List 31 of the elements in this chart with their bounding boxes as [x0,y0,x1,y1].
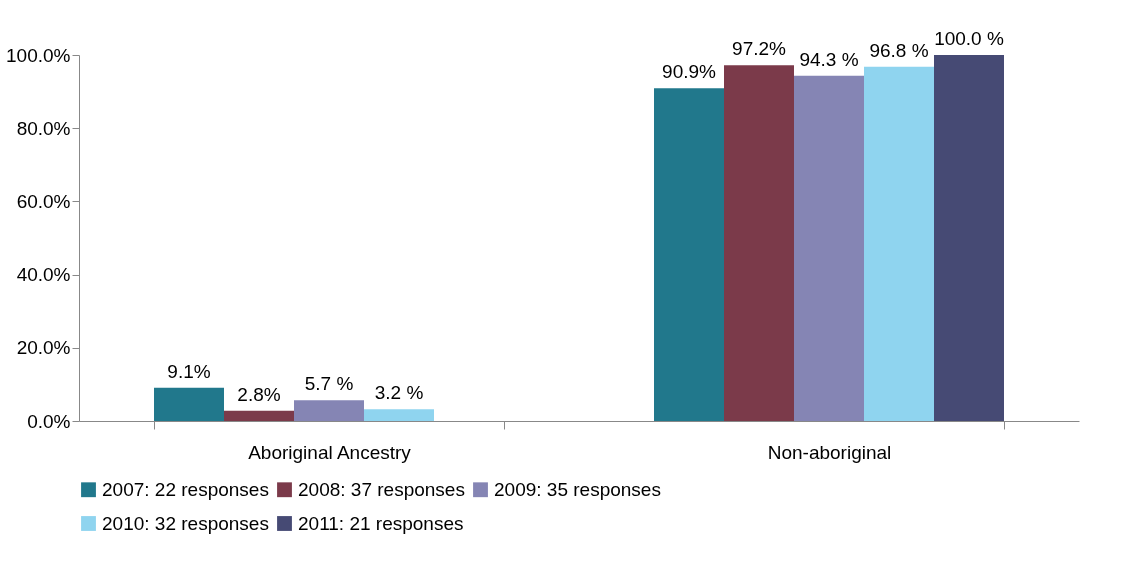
data-label: 9.1% [167,360,211,382]
x-tick-label: Aboriginal Ancestry [248,441,412,463]
bar [794,75,864,421]
data-label: 96.8 % [869,39,929,61]
bar [724,65,794,421]
y-tick-label: 100.0% [6,44,71,66]
bar [654,88,724,421]
legend-label: 2009: 35 responses [494,478,661,500]
y-tick-label: 40.0% [16,264,71,286]
data-label: 100.0 % [934,28,1004,49]
data-label: 90.9% [662,61,717,83]
data-label: 2.8% [237,383,281,405]
bar [154,387,224,421]
bar [294,400,364,421]
legend-label: 2010: 32 responses [102,512,269,534]
data-label: 94.3 % [799,48,859,70]
y-tick-label: 80.0% [16,117,71,139]
legend-label: 2008: 37 responses [298,478,465,500]
bar [934,55,1004,421]
data-label: 97.2% [732,38,787,60]
bar [224,410,294,421]
x-tick-label: Non-aboriginal [767,441,892,463]
legend-label: 2007: 22 responses [102,478,269,500]
data-label: 3.2 % [374,382,424,404]
bar [864,66,934,421]
data-label: 5.7 % [304,373,354,395]
y-tick-label: 60.0% [16,190,71,212]
y-tick-label: 0.0% [27,410,71,432]
legend-label: 2011: 21 responses [298,512,464,534]
y-tick-label: 20.0% [16,337,71,359]
bar [364,409,434,421]
